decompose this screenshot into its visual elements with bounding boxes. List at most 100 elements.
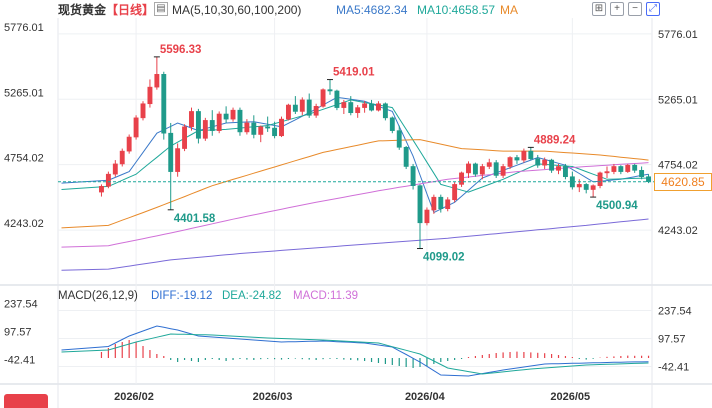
zoom-out-icon[interactable]: − bbox=[628, 2, 642, 16]
macd-histogram-value: MACD:11.39 bbox=[293, 290, 358, 302]
ma-more-value: MA bbox=[500, 3, 518, 17]
candle-layer bbox=[99, 56, 651, 249]
candle-down bbox=[348, 102, 354, 114]
last-price-tag: 4620.85 bbox=[654, 172, 712, 191]
candle-up bbox=[140, 103, 146, 119]
annotation-high-3: 4889.24 bbox=[534, 134, 576, 146]
candle-up bbox=[452, 184, 458, 201]
candle-up bbox=[445, 199, 451, 210]
candle-down bbox=[632, 164, 638, 171]
macd-diff-value: DIFF:-19.12 bbox=[151, 290, 213, 302]
candle-up bbox=[542, 159, 548, 166]
candle-up bbox=[486, 162, 492, 167]
macd-tick-left: -42.41 bbox=[4, 354, 35, 366]
candle-up bbox=[431, 196, 437, 211]
candle-up bbox=[597, 172, 603, 186]
candle-up bbox=[299, 99, 305, 112]
candle-down bbox=[382, 103, 388, 119]
candle-up bbox=[230, 109, 236, 120]
annotation-low-3: 4500.94 bbox=[596, 200, 638, 212]
time-tick-label: 2026/05 bbox=[550, 391, 590, 403]
candle-up bbox=[147, 86, 153, 105]
ma30-line bbox=[61, 139, 649, 229]
ma-params-label[interactable]: MA(5,10,30,60,100,200) bbox=[172, 3, 302, 17]
macd-params-label[interactable]: MACD(26,12,9) bbox=[58, 290, 138, 302]
price-tick-left: 4754.02 bbox=[4, 153, 44, 165]
candle-up bbox=[175, 148, 181, 172]
ma5-line bbox=[61, 96, 649, 214]
candle-up bbox=[279, 118, 284, 137]
candle-up bbox=[320, 89, 326, 107]
candle-up bbox=[576, 184, 582, 188]
candle-up bbox=[362, 103, 368, 108]
ma5-value: MA5:4682.34 bbox=[336, 3, 408, 17]
annotation-high-1: 5596.33 bbox=[160, 44, 202, 56]
candle-down bbox=[168, 132, 174, 172]
candle-down bbox=[528, 150, 534, 160]
candle-down bbox=[223, 113, 229, 120]
price-tick-left: 5776.01 bbox=[4, 22, 44, 34]
candle-down bbox=[292, 104, 298, 112]
candle-up bbox=[604, 171, 610, 174]
price-tick-right: 5776.01 bbox=[658, 29, 698, 41]
price-tick-right: 5265.01 bbox=[658, 94, 698, 106]
candle-up bbox=[376, 103, 381, 111]
candle-up bbox=[479, 166, 485, 175]
candle-toggle-icon[interactable]: ▤ bbox=[154, 2, 168, 16]
candle-down bbox=[306, 99, 312, 116]
candle-up bbox=[313, 106, 319, 116]
brand-logo-icon bbox=[4, 394, 48, 408]
candle-down bbox=[161, 74, 167, 134]
candle-down bbox=[646, 176, 651, 183]
zoom-in-icon[interactable]: + bbox=[610, 2, 624, 16]
candle-up bbox=[154, 74, 160, 88]
candle-up bbox=[341, 102, 347, 108]
candle-up bbox=[119, 150, 125, 165]
candle-up bbox=[424, 209, 430, 224]
candle-up bbox=[590, 185, 596, 190]
candle-up bbox=[466, 163, 471, 174]
candle-up bbox=[182, 126, 188, 149]
candle-down bbox=[327, 89, 333, 92]
candle-down bbox=[251, 122, 257, 135]
annotation-low-2: 4099.02 bbox=[423, 252, 465, 264]
candle-down bbox=[396, 130, 402, 148]
candle-up bbox=[133, 117, 139, 138]
candle-up bbox=[189, 111, 194, 128]
macd-tick-left: 97.57 bbox=[4, 326, 32, 338]
price-tick-right: 4754.02 bbox=[658, 160, 698, 172]
candle-down bbox=[417, 185, 423, 224]
annotation-high-2: 5419.01 bbox=[333, 67, 375, 79]
candle-up bbox=[216, 113, 222, 131]
candle-up bbox=[556, 166, 561, 171]
candle-up bbox=[112, 163, 118, 175]
candle-down bbox=[618, 166, 624, 172]
macd-tick-right: 97.57 bbox=[658, 333, 686, 345]
time-tick-label: 2026/02 bbox=[114, 391, 154, 403]
candle-down bbox=[438, 196, 444, 210]
crosshair-icon[interactable]: ⊞ bbox=[592, 2, 606, 16]
annotation-low-1: 4401.58 bbox=[174, 213, 216, 225]
candle-down bbox=[514, 157, 520, 161]
candle-down bbox=[583, 184, 589, 190]
candle-up bbox=[285, 104, 291, 120]
instrument-name: 现货黄金 bbox=[58, 3, 107, 17]
candle-up bbox=[521, 150, 527, 161]
candle-down bbox=[535, 158, 541, 166]
candle-up bbox=[258, 126, 264, 135]
candle-down bbox=[493, 162, 499, 176]
candle-down bbox=[265, 126, 271, 129]
fullscreen-icon[interactable]: ⤢ bbox=[646, 2, 660, 16]
candle-up bbox=[507, 157, 513, 167]
period-selector[interactable]: 【日线】 bbox=[106, 3, 155, 17]
price-tick-left: 4243.02 bbox=[4, 218, 44, 230]
candle-down bbox=[639, 170, 645, 178]
price-tick-right: 4243.02 bbox=[658, 225, 698, 237]
candle-up bbox=[459, 172, 465, 185]
chart-title: 现货黄金【日线】 bbox=[58, 3, 154, 17]
candle-down bbox=[237, 109, 243, 133]
candle-up bbox=[126, 136, 132, 152]
candle-down bbox=[272, 127, 278, 137]
